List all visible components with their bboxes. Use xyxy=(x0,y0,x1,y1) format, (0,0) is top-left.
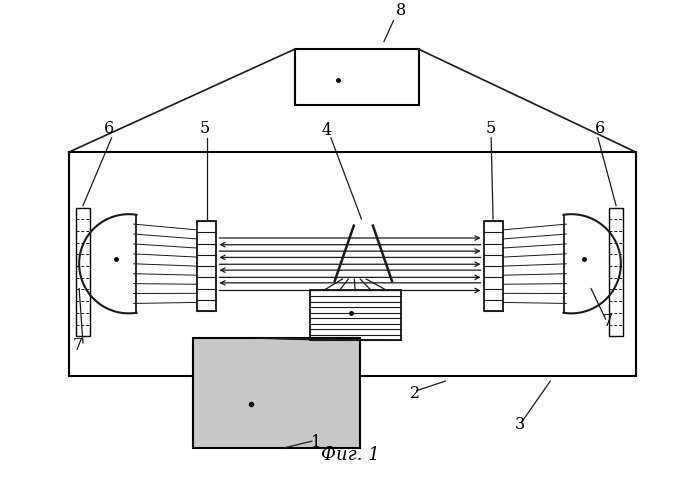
Text: 3: 3 xyxy=(514,416,525,433)
Bar xyxy=(193,338,360,448)
Text: 7: 7 xyxy=(73,336,83,354)
Bar xyxy=(484,221,503,312)
Text: 5: 5 xyxy=(200,120,210,137)
Text: 6: 6 xyxy=(104,120,114,137)
Text: 4: 4 xyxy=(321,122,331,139)
Text: Фиг. 1: Фиг. 1 xyxy=(321,446,379,464)
Bar xyxy=(197,221,216,312)
Bar xyxy=(310,290,400,340)
Text: 1: 1 xyxy=(312,434,322,451)
Bar xyxy=(610,208,623,336)
Text: 5: 5 xyxy=(486,120,496,137)
Text: 6: 6 xyxy=(595,120,605,137)
Text: 8: 8 xyxy=(395,2,405,19)
Bar xyxy=(69,152,636,377)
Bar xyxy=(76,208,90,336)
Text: 2: 2 xyxy=(410,385,420,402)
Text: 7: 7 xyxy=(603,313,612,330)
Bar xyxy=(295,49,419,105)
